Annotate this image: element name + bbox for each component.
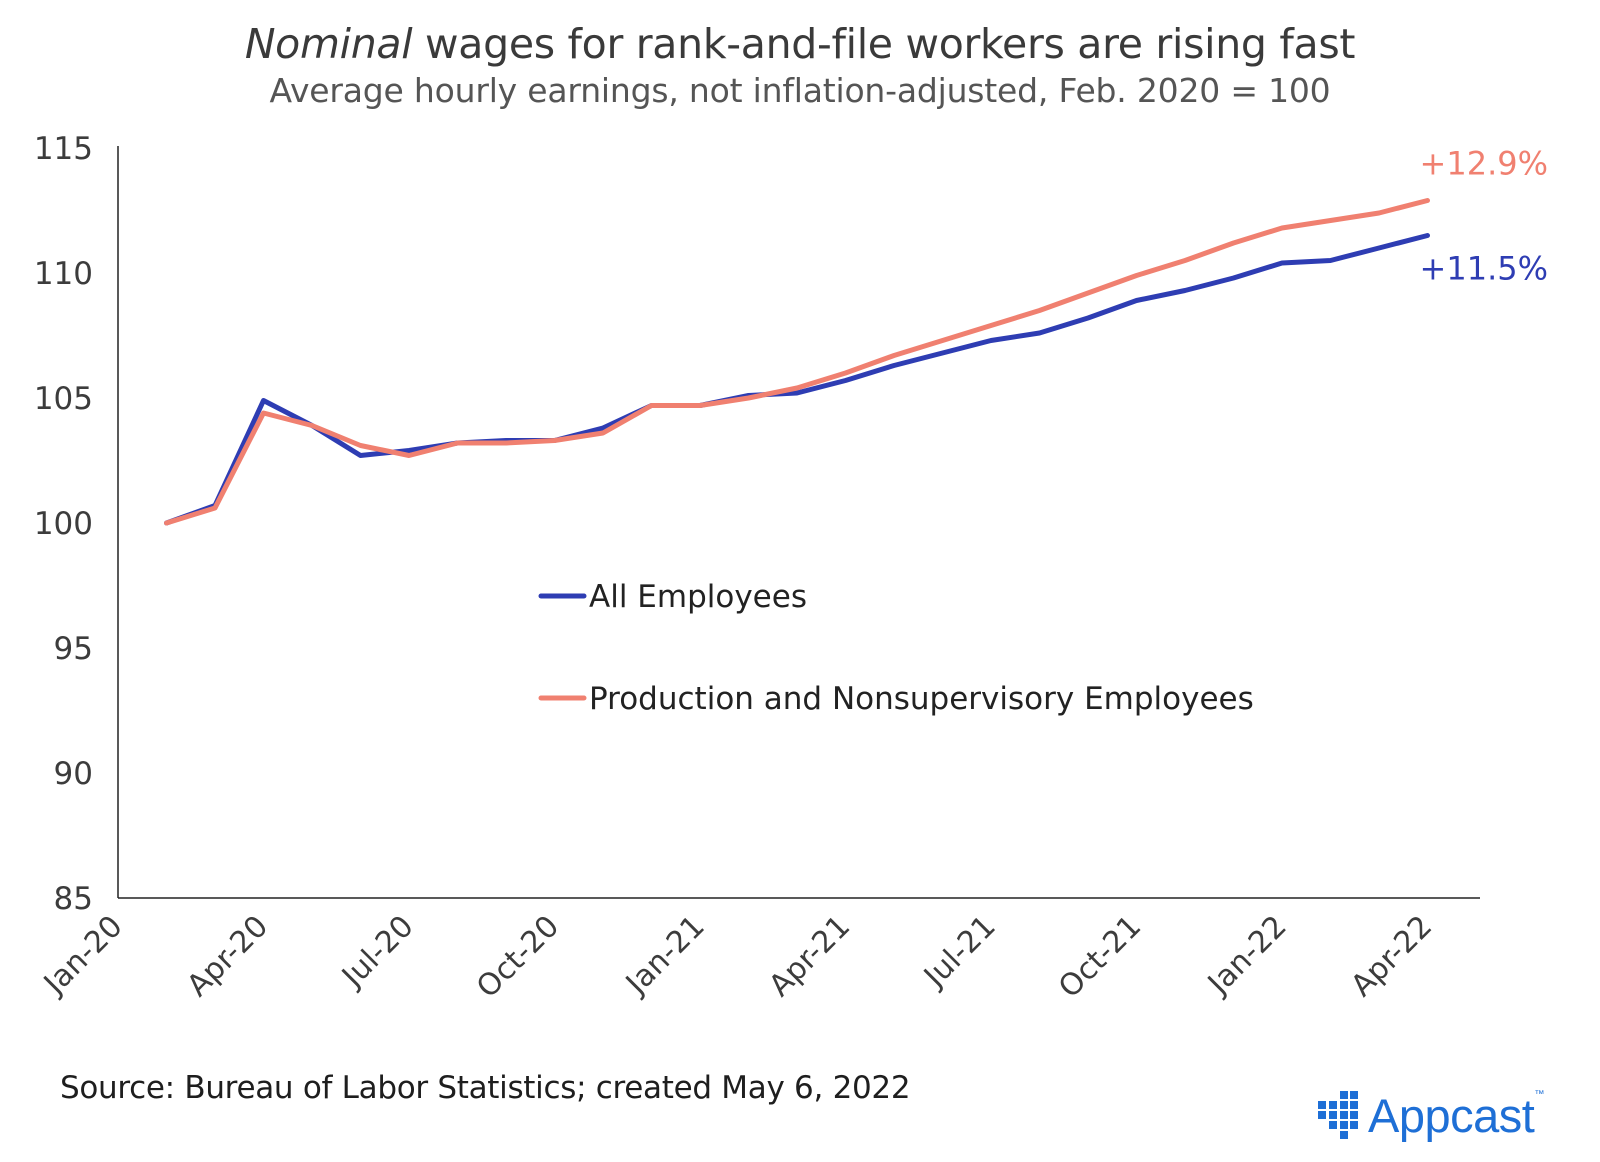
appcast-logo: Appcast ™ bbox=[1316, 1085, 1544, 1145]
x-tick-label: Apr-22 bbox=[1344, 909, 1439, 1004]
series-line bbox=[164, 198, 1430, 526]
x-tick-label: Oct-21 bbox=[1052, 909, 1148, 1005]
y-tick-label: 90 bbox=[54, 756, 93, 792]
x-axis-ticks: Jan-20 Apr-20 Jul-20 Oct-20 Jan-21 Apr-21 Jul-… bbox=[36, 909, 1439, 1005]
y-tick-label: 100 bbox=[34, 506, 93, 542]
chart-title: Nominal wages for rank-and-file workers … bbox=[0, 18, 1600, 70]
y-axis-ticks: 115 110 105 100 95 90 85 bbox=[34, 131, 93, 917]
x-tick-label: Oct-20 bbox=[470, 909, 566, 1005]
appcast-logo-text: Appcast bbox=[1368, 1088, 1535, 1142]
legend-label: Production and Nonsupervisory Employees bbox=[589, 681, 1254, 717]
chart-subtitle: Average hourly earnings, not inflation-a… bbox=[269, 71, 1331, 110]
x-tick-label: Jul-20 bbox=[334, 909, 420, 995]
y-tick-label: 85 bbox=[54, 881, 93, 917]
x-tick-label: Apr-21 bbox=[762, 909, 857, 1004]
x-tick-label: Jul-21 bbox=[916, 909, 1002, 995]
series-line bbox=[164, 233, 1430, 526]
legend: All Employees Production and Nonsuperviso… bbox=[538, 579, 1254, 717]
y-tick-label: 95 bbox=[54, 631, 93, 667]
y-tick-label: 115 bbox=[34, 131, 93, 167]
series-end-label: +12.9% bbox=[1420, 145, 1548, 183]
series-end-label: +11.5% bbox=[1420, 250, 1548, 288]
chart-header: Nominal wages for rank-and-file workers … bbox=[0, 18, 1600, 112]
y-tick-label: 110 bbox=[34, 256, 93, 292]
chart-title-italic: Nominal bbox=[244, 20, 413, 68]
source-note: Source: Bureau of Labor Statistics; crea… bbox=[60, 1070, 911, 1106]
appcast-logo-tm: ™ bbox=[1534, 1089, 1545, 1100]
x-tick-label: Jan-20 bbox=[36, 909, 130, 1003]
series-end-labels: +11.5% +12.9% bbox=[1420, 145, 1548, 288]
x-tick-label: Jan-22 bbox=[1200, 909, 1294, 1003]
chart-axes bbox=[117, 146, 1480, 899]
y-tick-label: 105 bbox=[34, 381, 93, 417]
x-tick-label: Apr-20 bbox=[180, 909, 275, 1004]
legend-label: All Employees bbox=[589, 579, 807, 615]
appcast-logo-icon bbox=[1318, 1091, 1358, 1139]
chart-title-rest: wages for rank-and-file workers are risi… bbox=[425, 20, 1356, 68]
series-lines bbox=[164, 198, 1430, 526]
x-tick-label: Jan-21 bbox=[618, 909, 712, 1003]
